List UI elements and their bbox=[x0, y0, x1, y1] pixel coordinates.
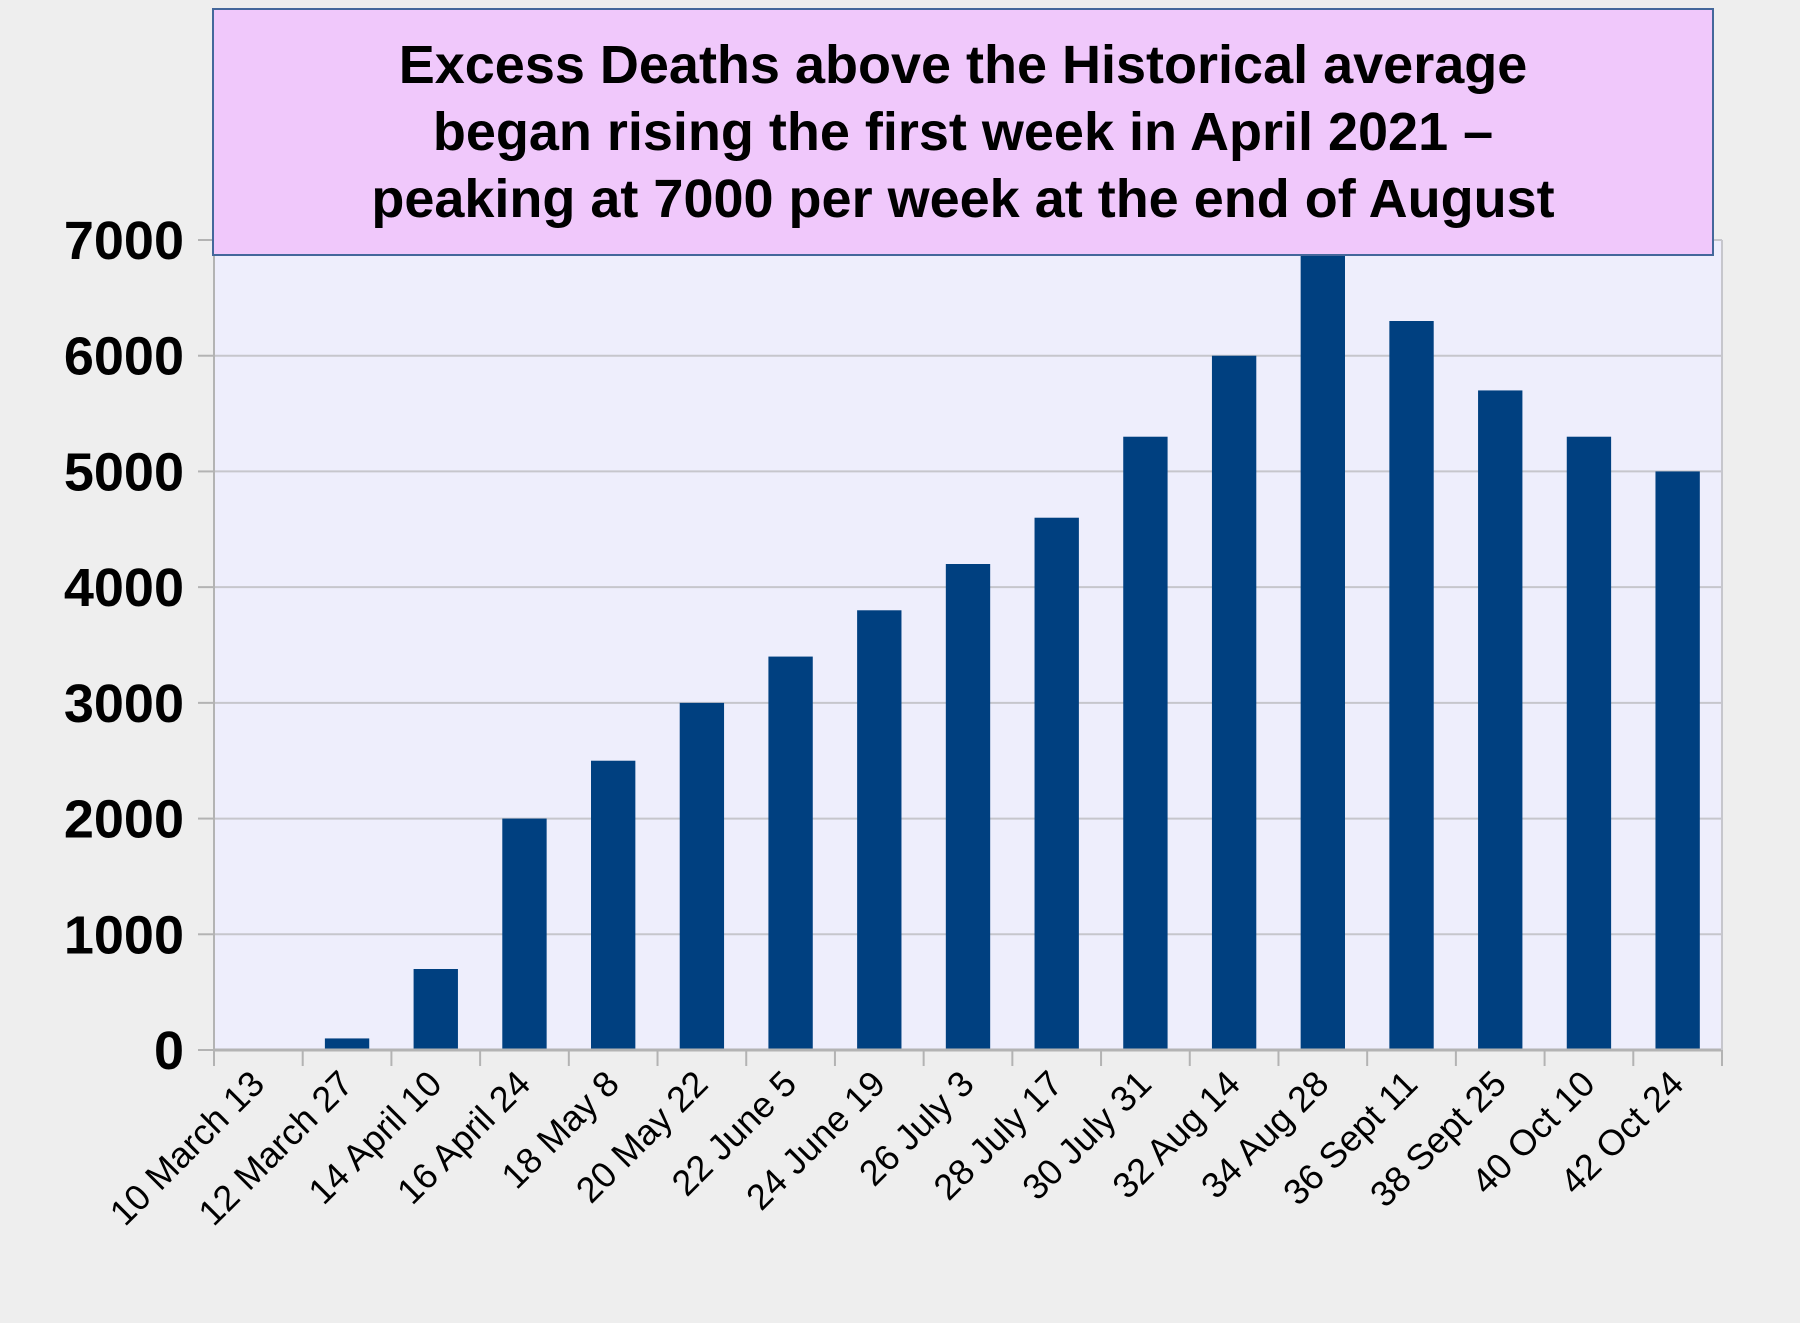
bar bbox=[1389, 321, 1434, 1050]
bar bbox=[1300, 240, 1345, 1050]
bar bbox=[1655, 471, 1700, 1050]
bar bbox=[1566, 436, 1612, 1050]
y-tick-label: 5000 bbox=[64, 442, 184, 502]
axes bbox=[213, 240, 1723, 1052]
bar bbox=[1123, 436, 1168, 1050]
title-line-3: peaking at 7000 per week at the end of A… bbox=[371, 168, 1555, 229]
bar bbox=[324, 1038, 370, 1050]
bar bbox=[413, 969, 458, 1050]
bar bbox=[679, 702, 725, 1050]
bar bbox=[502, 818, 547, 1050]
bars bbox=[324, 240, 1700, 1050]
bar bbox=[945, 564, 991, 1050]
y-tick-label: 7000 bbox=[64, 211, 184, 271]
title-line-2: began rising the first week in April 202… bbox=[432, 101, 1494, 162]
y-axis-ticks: 0 1000 2000 3000 4000 5000 6000 7000 bbox=[64, 211, 214, 1081]
y-tick-label: 0 bbox=[154, 1021, 184, 1081]
title-line-1: Excess Deaths above the Historical avera… bbox=[398, 34, 1528, 95]
bar bbox=[1034, 517, 1079, 1050]
bar bbox=[1478, 390, 1523, 1050]
y-tick-label: 3000 bbox=[64, 674, 184, 734]
bar bbox=[591, 760, 636, 1050]
bar bbox=[857, 610, 902, 1050]
bar bbox=[1211, 355, 1257, 1050]
bar bbox=[768, 656, 813, 1050]
y-tick-label: 6000 bbox=[64, 327, 184, 387]
y-tick-label: 1000 bbox=[64, 905, 184, 965]
y-tick-label: 4000 bbox=[64, 558, 184, 618]
chart-title: Excess Deaths above the Historical avera… bbox=[212, 8, 1714, 256]
y-tick-label: 2000 bbox=[64, 790, 184, 850]
